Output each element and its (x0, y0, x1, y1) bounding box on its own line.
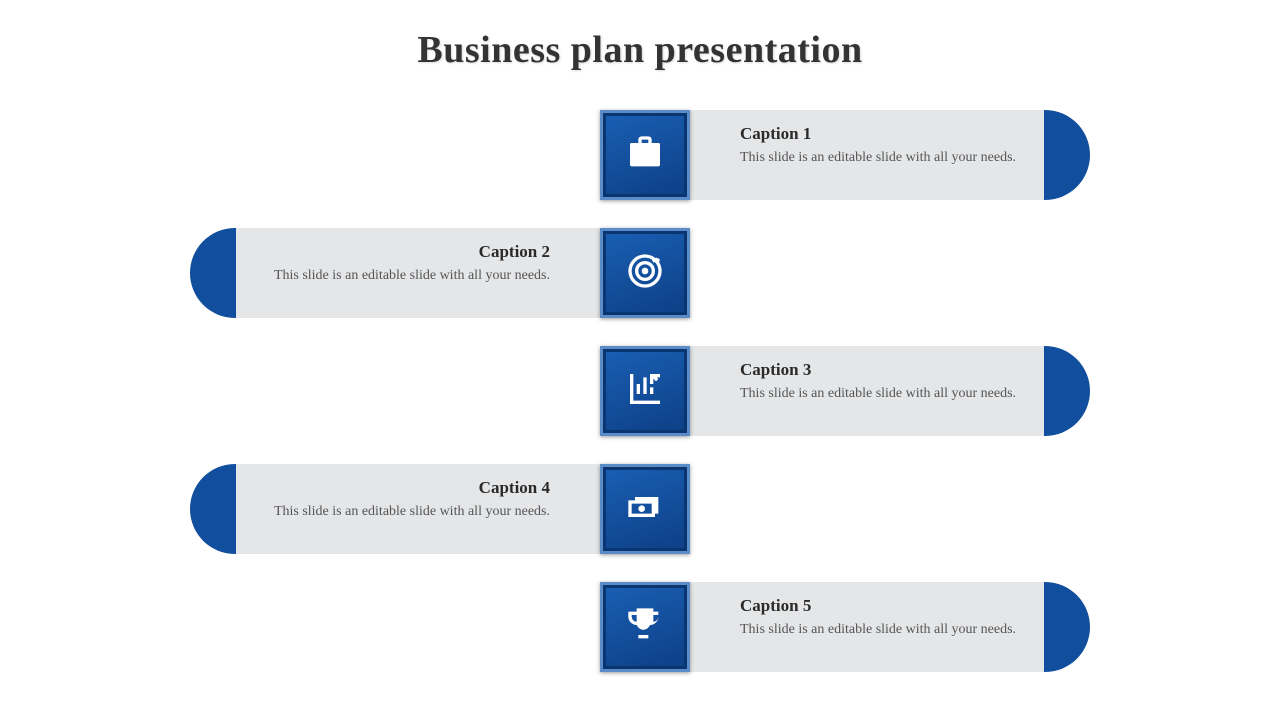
list-item: Caption 5 This slide is an editable slid… (0, 582, 1280, 672)
caption-block: Caption 5 This slide is an editable slid… (740, 596, 1020, 640)
rows-container: Caption 1 This slide is an editable slid… (0, 110, 1280, 700)
caption-title: Caption 2 (270, 242, 550, 262)
chart-icon (625, 369, 665, 414)
briefcase-icon (625, 133, 665, 178)
list-item: Caption 3 This slide is an editable slid… (0, 346, 1280, 436)
list-item: Caption 1 This slide is an editable slid… (0, 110, 1280, 200)
icon-box (600, 110, 690, 200)
icon-box (600, 228, 690, 318)
caption-block: Caption 2 This slide is an editable slid… (270, 242, 550, 286)
caption-body: This slide is an editable slide with all… (270, 267, 550, 286)
icon-box (600, 346, 690, 436)
caption-title: Caption 5 (740, 596, 1020, 616)
caption-body: This slide is an editable slide with all… (270, 503, 550, 522)
list-item: Caption 4 This slide is an editable slid… (0, 464, 1280, 554)
caption-title: Caption 4 (270, 478, 550, 498)
caption-body: This slide is an editable slide with all… (740, 385, 1020, 404)
caption-title: Caption 3 (740, 360, 1020, 380)
pill-cap (190, 228, 236, 318)
caption-block: Caption 1 This slide is an editable slid… (740, 124, 1020, 168)
icon-box (600, 464, 690, 554)
pill-cap (1044, 582, 1090, 672)
trophy-icon (625, 605, 665, 650)
pill-cap (1044, 346, 1090, 436)
page-title: Business plan presentation (0, 0, 1280, 72)
target-icon (625, 251, 665, 296)
pill-cap (190, 464, 236, 554)
caption-block: Caption 3 This slide is an editable slid… (740, 360, 1020, 404)
caption-body: This slide is an editable slide with all… (740, 149, 1020, 168)
icon-box (600, 582, 690, 672)
caption-block: Caption 4 This slide is an editable slid… (270, 478, 550, 522)
caption-body: This slide is an editable slide with all… (740, 621, 1020, 640)
money-icon (625, 487, 665, 532)
list-item: Caption 2 This slide is an editable slid… (0, 228, 1280, 318)
pill-cap (1044, 110, 1090, 200)
caption-title: Caption 1 (740, 124, 1020, 144)
